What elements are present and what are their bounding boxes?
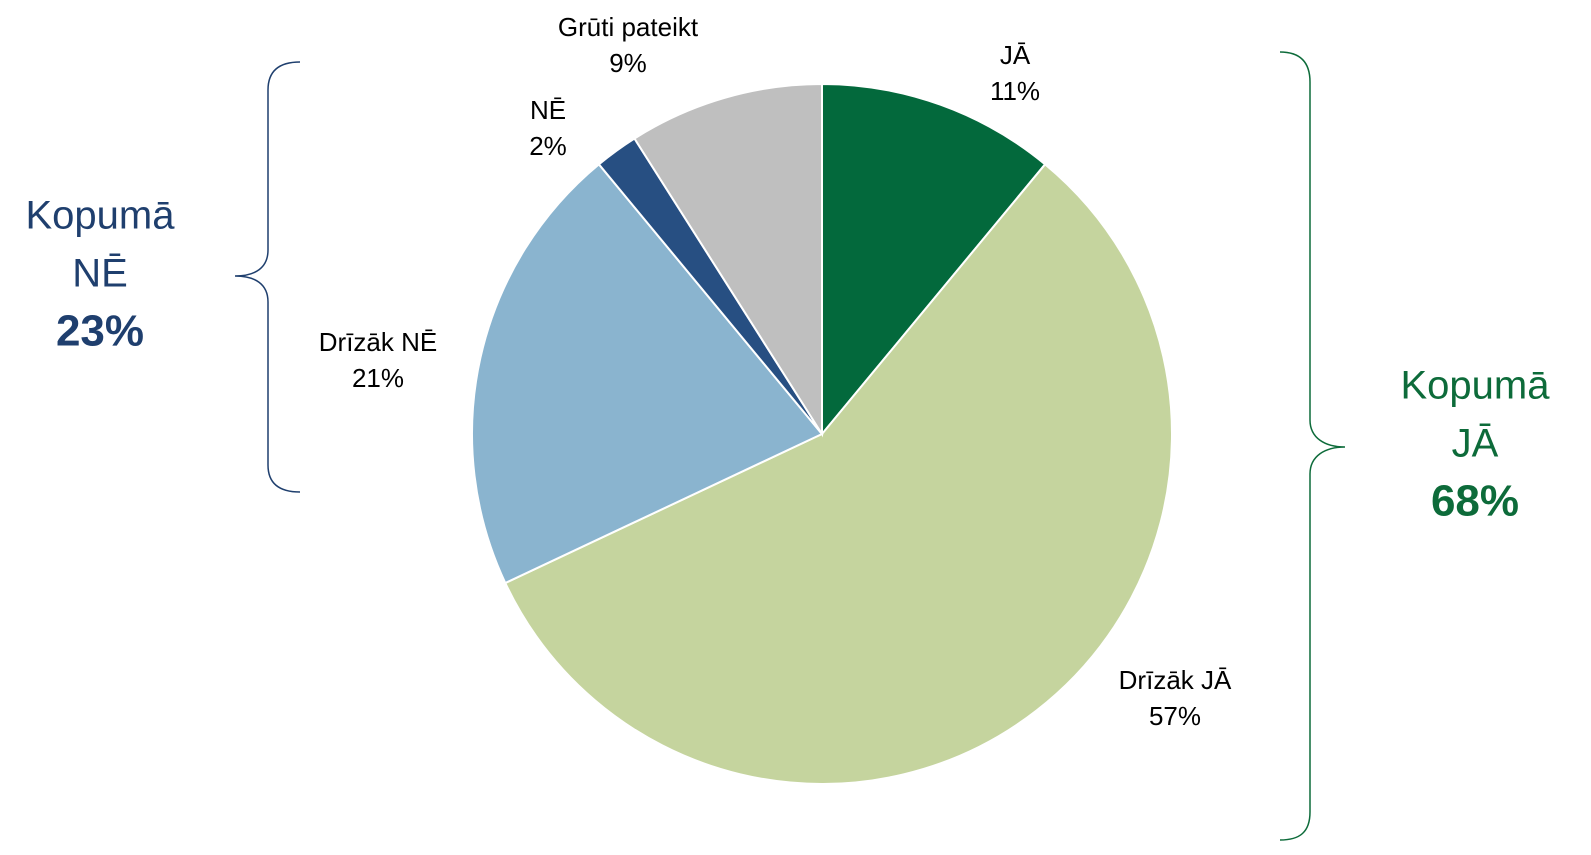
- annotation-total: 68%: [1431, 477, 1519, 526]
- slice-value-label: 9%: [609, 48, 647, 78]
- annotation-total: 23%: [56, 307, 144, 356]
- pie-slice: [633, 82, 823, 438]
- annotation-text: NĒ: [72, 252, 128, 296]
- pie-slice: [503, 162, 1173, 785]
- pie-slice: [821, 82, 1047, 437]
- pie-slice: [471, 162, 824, 585]
- annotation-text: JĀ: [1452, 422, 1499, 466]
- slice-label: Drīzāk NĒ: [319, 327, 437, 357]
- slice-value-label: 2%: [529, 131, 567, 161]
- slice-label: Drīzāk JĀ: [1119, 665, 1232, 695]
- slice-value-label: 57%: [1149, 701, 1201, 731]
- slice-value-label: 11%: [990, 76, 1040, 106]
- slice-label: JĀ: [1000, 40, 1031, 70]
- slice-label: Grūti pateikt: [558, 12, 699, 42]
- left-brace: [234, 61, 301, 493]
- right-brace: [1279, 51, 1346, 841]
- slice-value-label: 21%: [352, 363, 404, 393]
- annotation-text: Kopumā: [26, 194, 176, 238]
- slice-label: NĒ: [530, 95, 566, 125]
- annotation-text: Kopumā: [1401, 364, 1551, 408]
